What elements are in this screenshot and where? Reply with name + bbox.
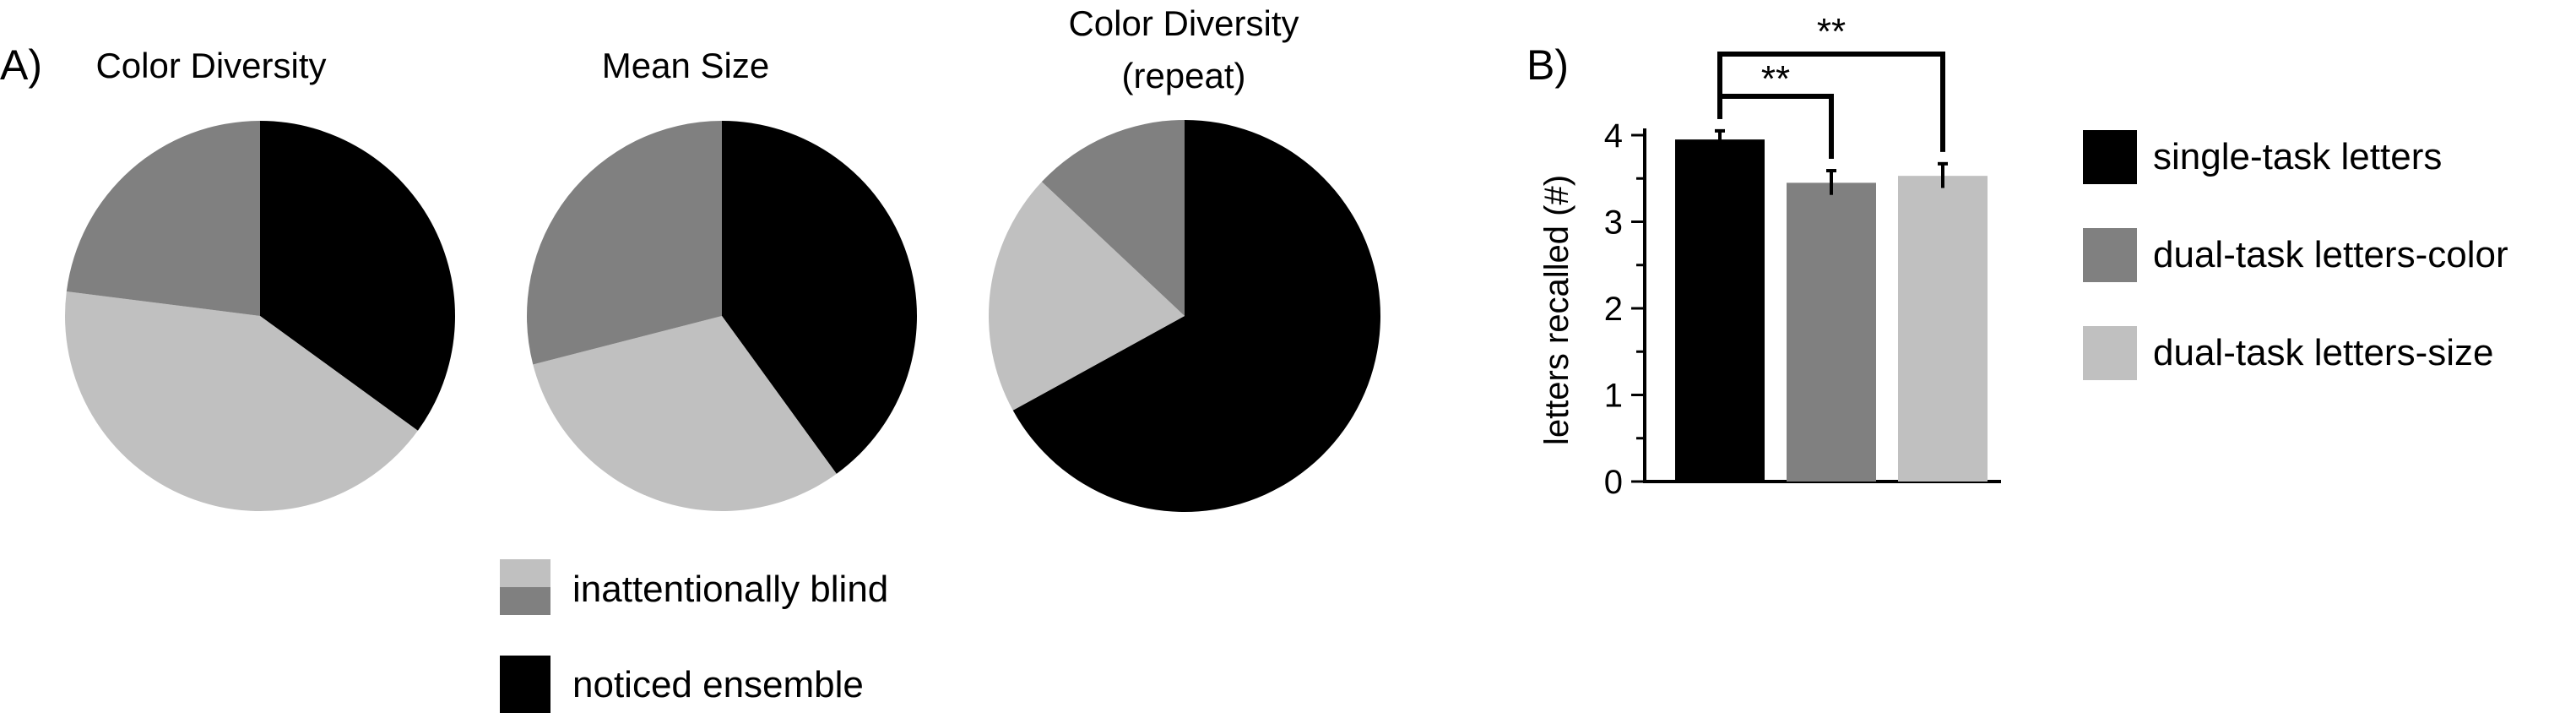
pie-legend-swatch-black bbox=[500, 656, 550, 713]
pie-chart-color-diversity-repeat: Color Diversity (repeat) bbox=[989, 3, 1380, 512]
bar-y-tick-label: 0 bbox=[1604, 464, 1623, 501]
pie-2-slices bbox=[526, 121, 917, 512]
bar-legend-swatch-single-task bbox=[2083, 130, 2137, 184]
pie-1-slice-3 bbox=[66, 121, 260, 316]
bar-3 bbox=[1898, 176, 1988, 482]
bar-legend-label-single-task: single-task letters bbox=[2153, 136, 2442, 177]
pie-3-slices bbox=[989, 120, 1380, 512]
pie-1-title: Color Diversity bbox=[95, 46, 326, 85]
significance-label-2: ** bbox=[1817, 11, 1846, 52]
pie-legend: inattentionally blind noticed ensemble bbox=[500, 559, 888, 713]
bar-y-axis-label: letters recalled (#) bbox=[1538, 175, 1575, 445]
pie-chart-mean-size: Mean Size bbox=[526, 46, 917, 512]
pie-3-slice-1 bbox=[1012, 120, 1380, 512]
pie-2-slice-2 bbox=[533, 316, 837, 512]
pie-chart-color-diversity: Color Diversity bbox=[64, 46, 455, 512]
pie-2-slice-1 bbox=[722, 121, 917, 474]
pie-legend-swatch-dark-gray bbox=[500, 587, 550, 615]
bar-legend-label-dual-size: dual-task letters-size bbox=[2153, 332, 2493, 373]
pie-legend-label-blind: inattentionally blind bbox=[572, 569, 888, 610]
pie-legend-label-noticed: noticed ensemble bbox=[572, 664, 864, 705]
pie-3-slice-3 bbox=[1041, 120, 1185, 316]
pie-legend-swatch-light-gray bbox=[500, 559, 550, 587]
bar-significance: ** ** bbox=[1717, 11, 1945, 160]
bar-2 bbox=[1787, 182, 1876, 482]
bar-y-tick-label: 3 bbox=[1604, 204, 1623, 242]
bar-legend-swatch-dual-size bbox=[2083, 326, 2137, 380]
panel-b-label: B) bbox=[1527, 41, 1569, 89]
bar-y-tick-label: 1 bbox=[1604, 378, 1623, 415]
bar-1 bbox=[1675, 139, 1765, 482]
pie-2-title: Mean Size bbox=[602, 46, 769, 85]
pie-2-slice-3 bbox=[526, 121, 722, 365]
significance-label-1: ** bbox=[1761, 58, 1790, 100]
pie-1-slices bbox=[64, 121, 455, 512]
bar-chart-letters-recalled: letters recalled (#) 0 1 2 3 4 ** ** bbox=[1538, 11, 2001, 501]
bar-y-tick-label: 4 bbox=[1604, 117, 1623, 155]
pie-3-subtitle: (repeat) bbox=[1121, 56, 1245, 95]
significance-bracket-2 bbox=[1717, 52, 1945, 152]
bar-legend-label-dual-color: dual-task letters-color bbox=[2153, 234, 2508, 275]
bar-y-tick-label: 2 bbox=[1604, 291, 1623, 328]
bar-legend: single-task letters dual-task letters-co… bbox=[2083, 130, 2508, 380]
panel-a-label: A) bbox=[0, 41, 42, 89]
pie-3-title: Color Diversity bbox=[1068, 3, 1299, 43]
pie-3-slice-2 bbox=[989, 182, 1185, 411]
pie-1-slice-1 bbox=[260, 121, 455, 431]
bar-legend-swatch-dual-color bbox=[2083, 228, 2137, 282]
bar-marks bbox=[1675, 128, 1988, 482]
pie-1-slice-2 bbox=[64, 291, 418, 512]
